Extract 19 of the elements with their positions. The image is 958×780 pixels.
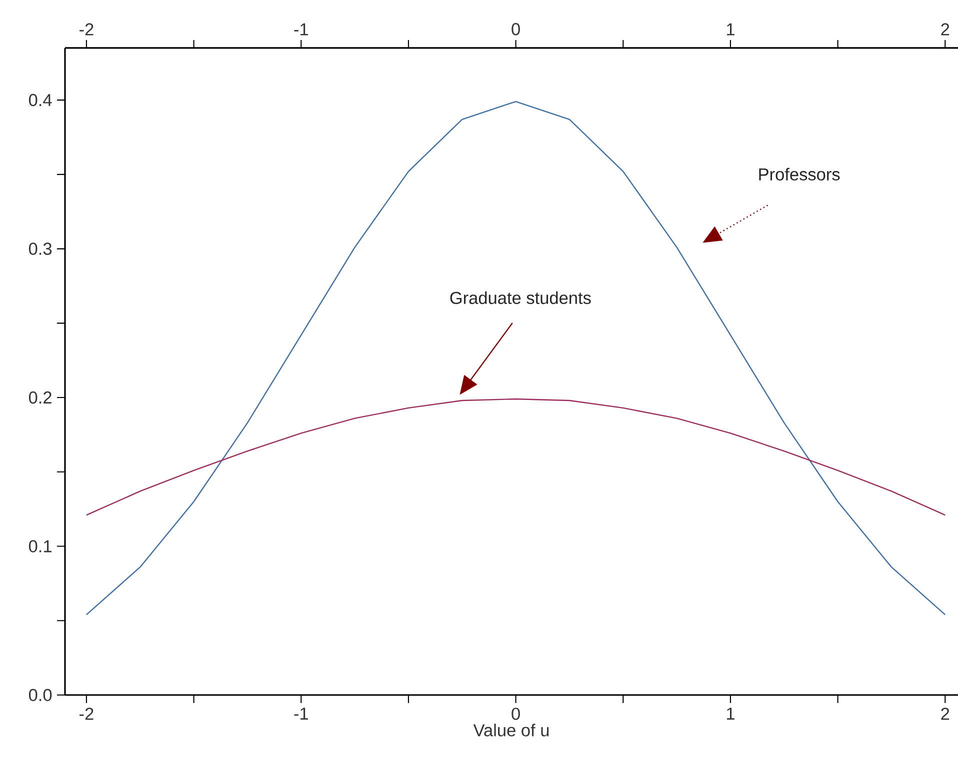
y-tick-label: 0.4 xyxy=(28,94,52,106)
x2-tick-label: -1 xyxy=(294,23,308,36)
x-tick-label: 0 xyxy=(512,708,520,720)
x-tick-label: 2 xyxy=(941,708,950,720)
x2-tick-label: 1 xyxy=(726,23,734,36)
annotation: Professors xyxy=(759,168,840,180)
annotation: Graduate students xyxy=(450,291,591,304)
x-tick-label: 1 xyxy=(726,708,734,720)
x-tick-label: -1 xyxy=(294,708,308,720)
y-tick-label: 0.0 xyxy=(28,688,52,702)
x-tick-label: -2 xyxy=(80,708,94,720)
y-tick-label: 0.3 xyxy=(28,242,52,255)
y-tick-label: 0.2 xyxy=(28,391,52,404)
x2-tick-label: 0 xyxy=(512,23,520,36)
line-series xyxy=(86,398,946,516)
x-axis-title: Value of u xyxy=(473,724,549,736)
x2-tick-label: -2 xyxy=(80,23,94,36)
y-tick-label: 0.1 xyxy=(28,540,52,552)
x2-tick-label: 2 xyxy=(941,23,950,36)
